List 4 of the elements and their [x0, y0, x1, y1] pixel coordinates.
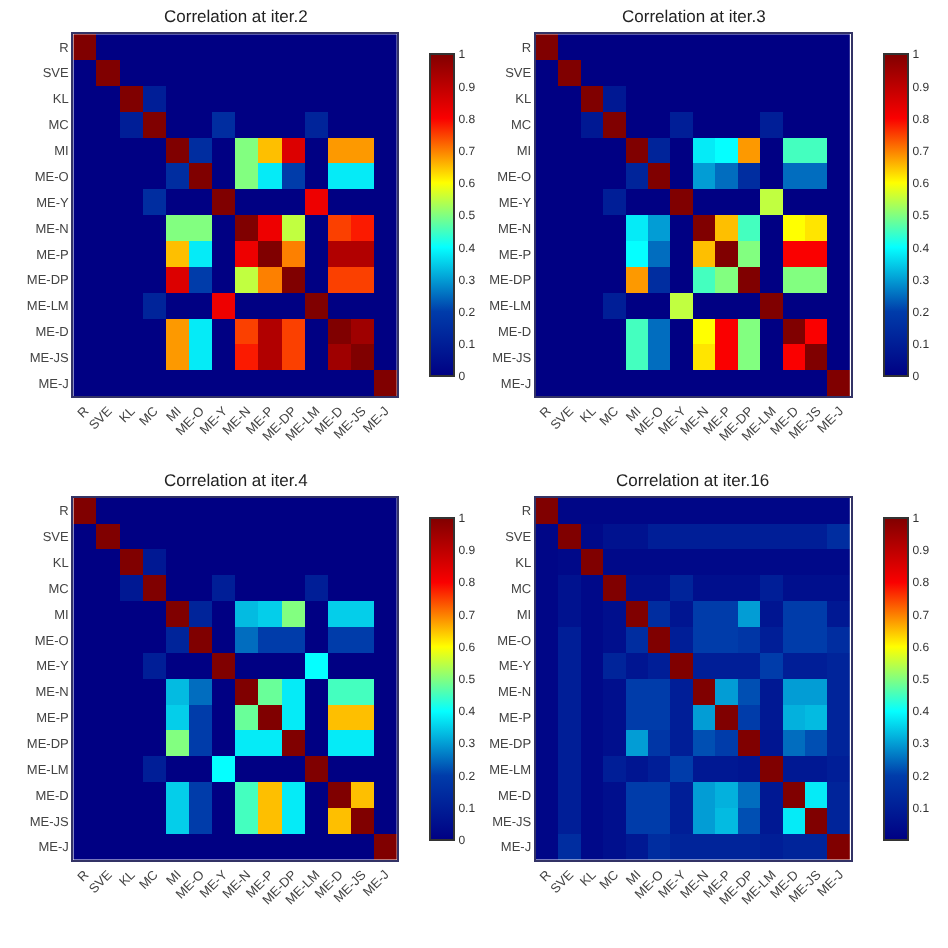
chart-title: Correlation at iter.16: [616, 470, 770, 490]
chart-title: Correlation at iter.4: [164, 470, 309, 490]
chart-title: Correlation at iter.3: [622, 6, 767, 26]
chart-title: Correlation at iter.2: [164, 6, 309, 26]
